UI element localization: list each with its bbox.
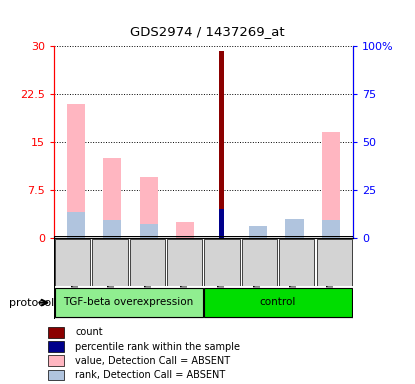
Bar — [286, 219, 303, 238]
Bar — [55, 239, 90, 286]
Bar — [317, 239, 352, 286]
Bar — [322, 132, 340, 238]
Bar — [103, 220, 121, 238]
Bar — [219, 209, 225, 238]
Bar — [219, 51, 225, 238]
Text: control: control — [260, 297, 296, 308]
Text: percentile rank within the sample: percentile rank within the sample — [75, 341, 240, 351]
Bar — [48, 327, 64, 338]
Bar — [139, 177, 158, 238]
Bar — [249, 226, 267, 238]
Bar — [93, 239, 127, 286]
Bar — [130, 239, 165, 286]
Bar — [139, 223, 158, 238]
Bar — [205, 239, 239, 286]
Bar — [67, 212, 85, 238]
Text: protocol: protocol — [9, 298, 54, 308]
Text: count: count — [75, 327, 103, 337]
Bar — [55, 288, 203, 317]
Bar — [48, 370, 64, 381]
Bar — [103, 158, 121, 238]
Bar — [48, 341, 64, 352]
Bar — [67, 104, 85, 238]
Bar — [242, 239, 277, 286]
Bar — [176, 222, 194, 238]
Text: rank, Detection Call = ABSENT: rank, Detection Call = ABSENT — [75, 370, 225, 380]
Text: value, Detection Call = ABSENT: value, Detection Call = ABSENT — [75, 356, 230, 366]
Bar — [322, 220, 340, 238]
Text: TGF-beta overexpression: TGF-beta overexpression — [63, 297, 194, 308]
Text: GDS2974 / 1437269_at: GDS2974 / 1437269_at — [130, 25, 285, 38]
Bar — [204, 288, 352, 317]
Bar — [167, 239, 202, 286]
Bar — [279, 239, 314, 286]
Bar — [48, 356, 64, 366]
